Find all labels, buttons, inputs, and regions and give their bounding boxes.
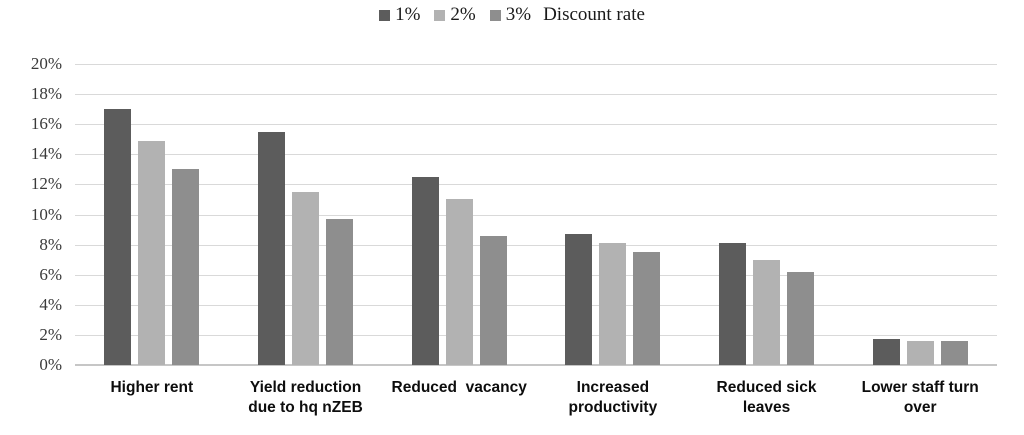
y-tick-label: 2%: [39, 324, 62, 344]
x-category-label: Increased productivity: [568, 379, 658, 417]
bar: [906, 340, 934, 365]
bar-group: [843, 64, 997, 365]
y-tick-label: 0%: [39, 355, 62, 374]
gridline: [75, 304, 997, 306]
legend-label: 2%: [450, 4, 476, 25]
bar: [872, 339, 900, 365]
bar: [411, 176, 439, 365]
y-tick-label: 18%: [30, 84, 62, 104]
legend-label: 3%: [505, 4, 532, 25]
bar-group: [536, 64, 690, 365]
bar: [479, 235, 507, 365]
bar-groups: [75, 64, 997, 365]
legend-title: Discount rate: [543, 4, 645, 25]
gridline: [75, 244, 997, 246]
x-category-label: Reduced vacancy: [391, 379, 527, 396]
bar: [292, 191, 319, 365]
bar: [599, 243, 627, 365]
y-tick-label: 14%: [30, 144, 62, 164]
bar: [633, 252, 661, 365]
bar: [719, 243, 747, 365]
bar: [104, 109, 132, 365]
y-tick-label: 4%: [39, 294, 62, 314]
bar: [172, 169, 200, 365]
gridline: [75, 184, 997, 186]
bar: [326, 219, 353, 365]
legend-label: 1%: [395, 4, 421, 25]
bar: [138, 140, 166, 365]
gridline: [75, 214, 997, 216]
bar-group: [229, 64, 383, 365]
legend-swatch-icon: [489, 9, 501, 21]
bar: [258, 131, 285, 365]
bar: [565, 234, 593, 365]
x-category-label: Yield reduction due to hq nZEB: [248, 379, 366, 417]
legend-swatch-icon: [379, 9, 391, 21]
chart-legend: 1% 2% 3% Discount rate: [0, 4, 1024, 26]
bar-group: [690, 64, 844, 365]
y-tick-label: 8%: [39, 234, 62, 254]
x-axis-line: [75, 364, 997, 366]
legend-item: 1%: [379, 4, 420, 26]
y-tick-label: 10%: [30, 204, 62, 224]
legend-item: 3%: [489, 4, 532, 26]
x-axis: Higher rent Yield reduction due to hq nZE…: [75, 378, 997, 418]
gridline: [75, 334, 997, 336]
bar: [753, 259, 781, 365]
gridline: [75, 154, 997, 156]
bar-group: [75, 64, 229, 365]
plot-area: [75, 64, 997, 366]
x-category-label: Higher rent: [110, 379, 194, 396]
x-category-label: Reduced sick leaves: [716, 379, 821, 417]
x-category-label: Lower staff turn over: [861, 379, 984, 417]
gridline: [75, 124, 997, 126]
bar: [445, 199, 473, 365]
y-tick-label: 12%: [30, 174, 62, 194]
y-axis: 20% 18% 16% 14% 12% 10% 8% 6% 4% 2% 0%: [0, 54, 62, 374]
y-tick-label: 16%: [30, 114, 62, 134]
bar: [787, 271, 815, 365]
gridline: [75, 64, 997, 65]
y-tick-label: 20%: [30, 54, 62, 73]
gridline: [75, 94, 997, 96]
gridline: [75, 274, 997, 276]
legend-item: 2%: [434, 4, 476, 26]
y-tick-label: 6%: [39, 264, 62, 284]
legend-swatch-icon: [434, 9, 446, 21]
bar: [940, 340, 968, 365]
bar-group: [382, 64, 536, 365]
